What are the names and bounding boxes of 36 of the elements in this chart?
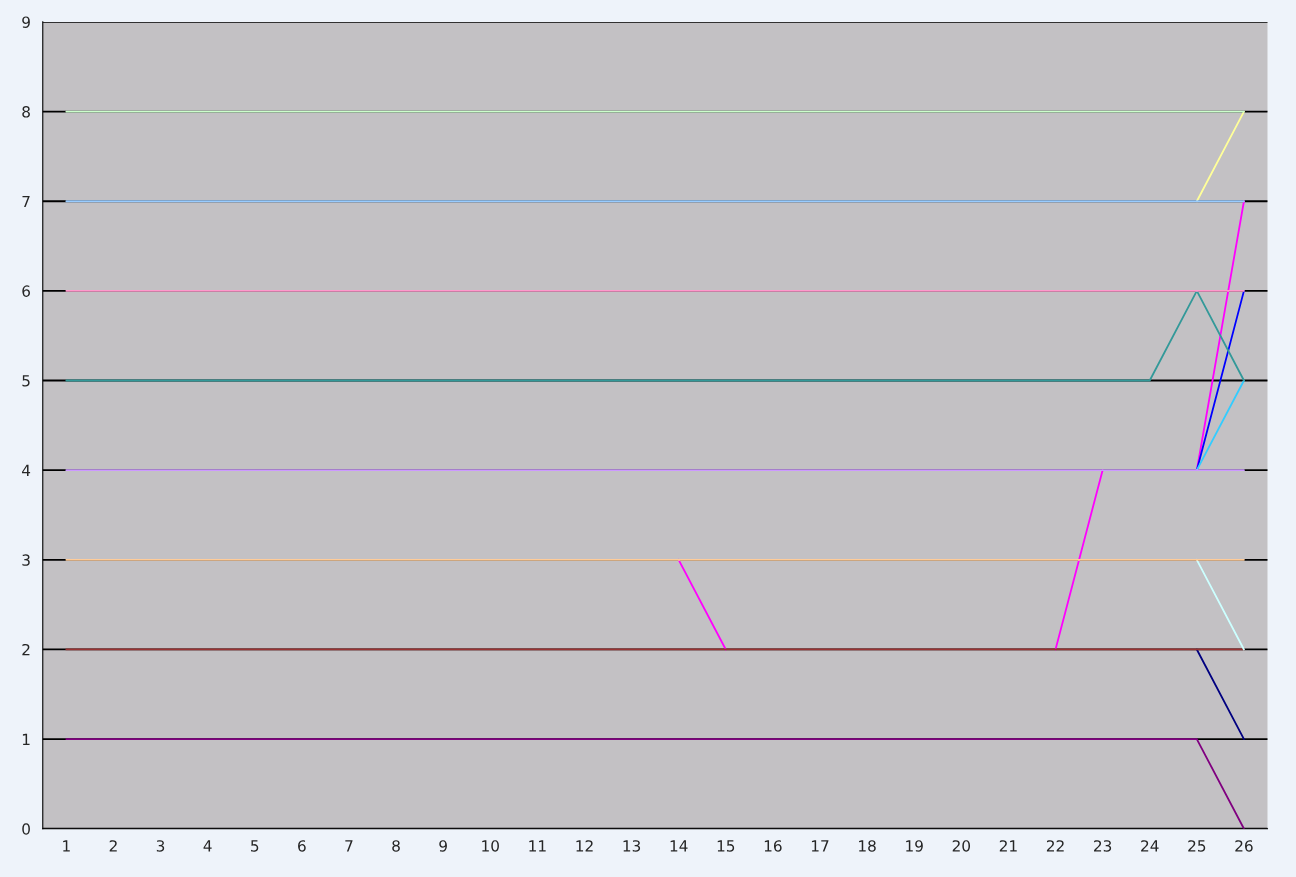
y-tick-label: 6 bbox=[22, 285, 30, 297]
x-tick-label: 14 bbox=[670, 840, 688, 852]
x-tick-label: 13 bbox=[623, 840, 641, 852]
x-tick-label: 9 bbox=[439, 840, 447, 852]
x-tick-label: 4 bbox=[203, 840, 212, 852]
y-tick-label: 3 bbox=[22, 554, 30, 566]
x-tick-label: 12 bbox=[576, 840, 593, 852]
x-tick-label: 21 bbox=[999, 840, 1017, 852]
y-tick-label: 4 bbox=[21, 464, 31, 476]
x-tick-label: 20 bbox=[952, 840, 971, 852]
x-tick-label: 17 bbox=[811, 840, 829, 852]
y-tick-label: 2 bbox=[22, 643, 30, 656]
x-tick-label: 24 bbox=[1141, 840, 1159, 852]
x-tick-label: 5 bbox=[251, 840, 259, 852]
x-tick-label: 16 bbox=[764, 840, 782, 852]
x-tick-label: 8 bbox=[392, 840, 400, 852]
y-tick-label: 5 bbox=[22, 375, 30, 387]
y-tick-label: 8 bbox=[22, 106, 30, 118]
y-tick-label: 7 bbox=[22, 195, 30, 208]
x-tick-label: 25 bbox=[1188, 840, 1206, 852]
x-tick-label: 26 bbox=[1235, 840, 1253, 852]
x-tick-label: 11 bbox=[529, 840, 546, 852]
y-tick-label: 9 bbox=[22, 16, 30, 28]
x-tick-label: 1 bbox=[63, 840, 70, 852]
x-tick-label: 19 bbox=[906, 840, 923, 852]
x-tick-label: 6 bbox=[298, 840, 306, 852]
y-tick-label: 0 bbox=[22, 823, 30, 835]
x-tick-label: 15 bbox=[717, 840, 735, 852]
x-tick-label: 22 bbox=[1046, 840, 1064, 852]
x-tick-label: 10 bbox=[482, 840, 499, 852]
x-tick-label: 7 bbox=[345, 840, 353, 852]
y-tick-label: 1 bbox=[22, 733, 30, 745]
x-tick-label: 23 bbox=[1094, 840, 1112, 852]
x-tick-label: 18 bbox=[859, 840, 876, 852]
x-tick-label: 3 bbox=[156, 840, 165, 852]
x-tick-label: 2 bbox=[109, 840, 117, 852]
